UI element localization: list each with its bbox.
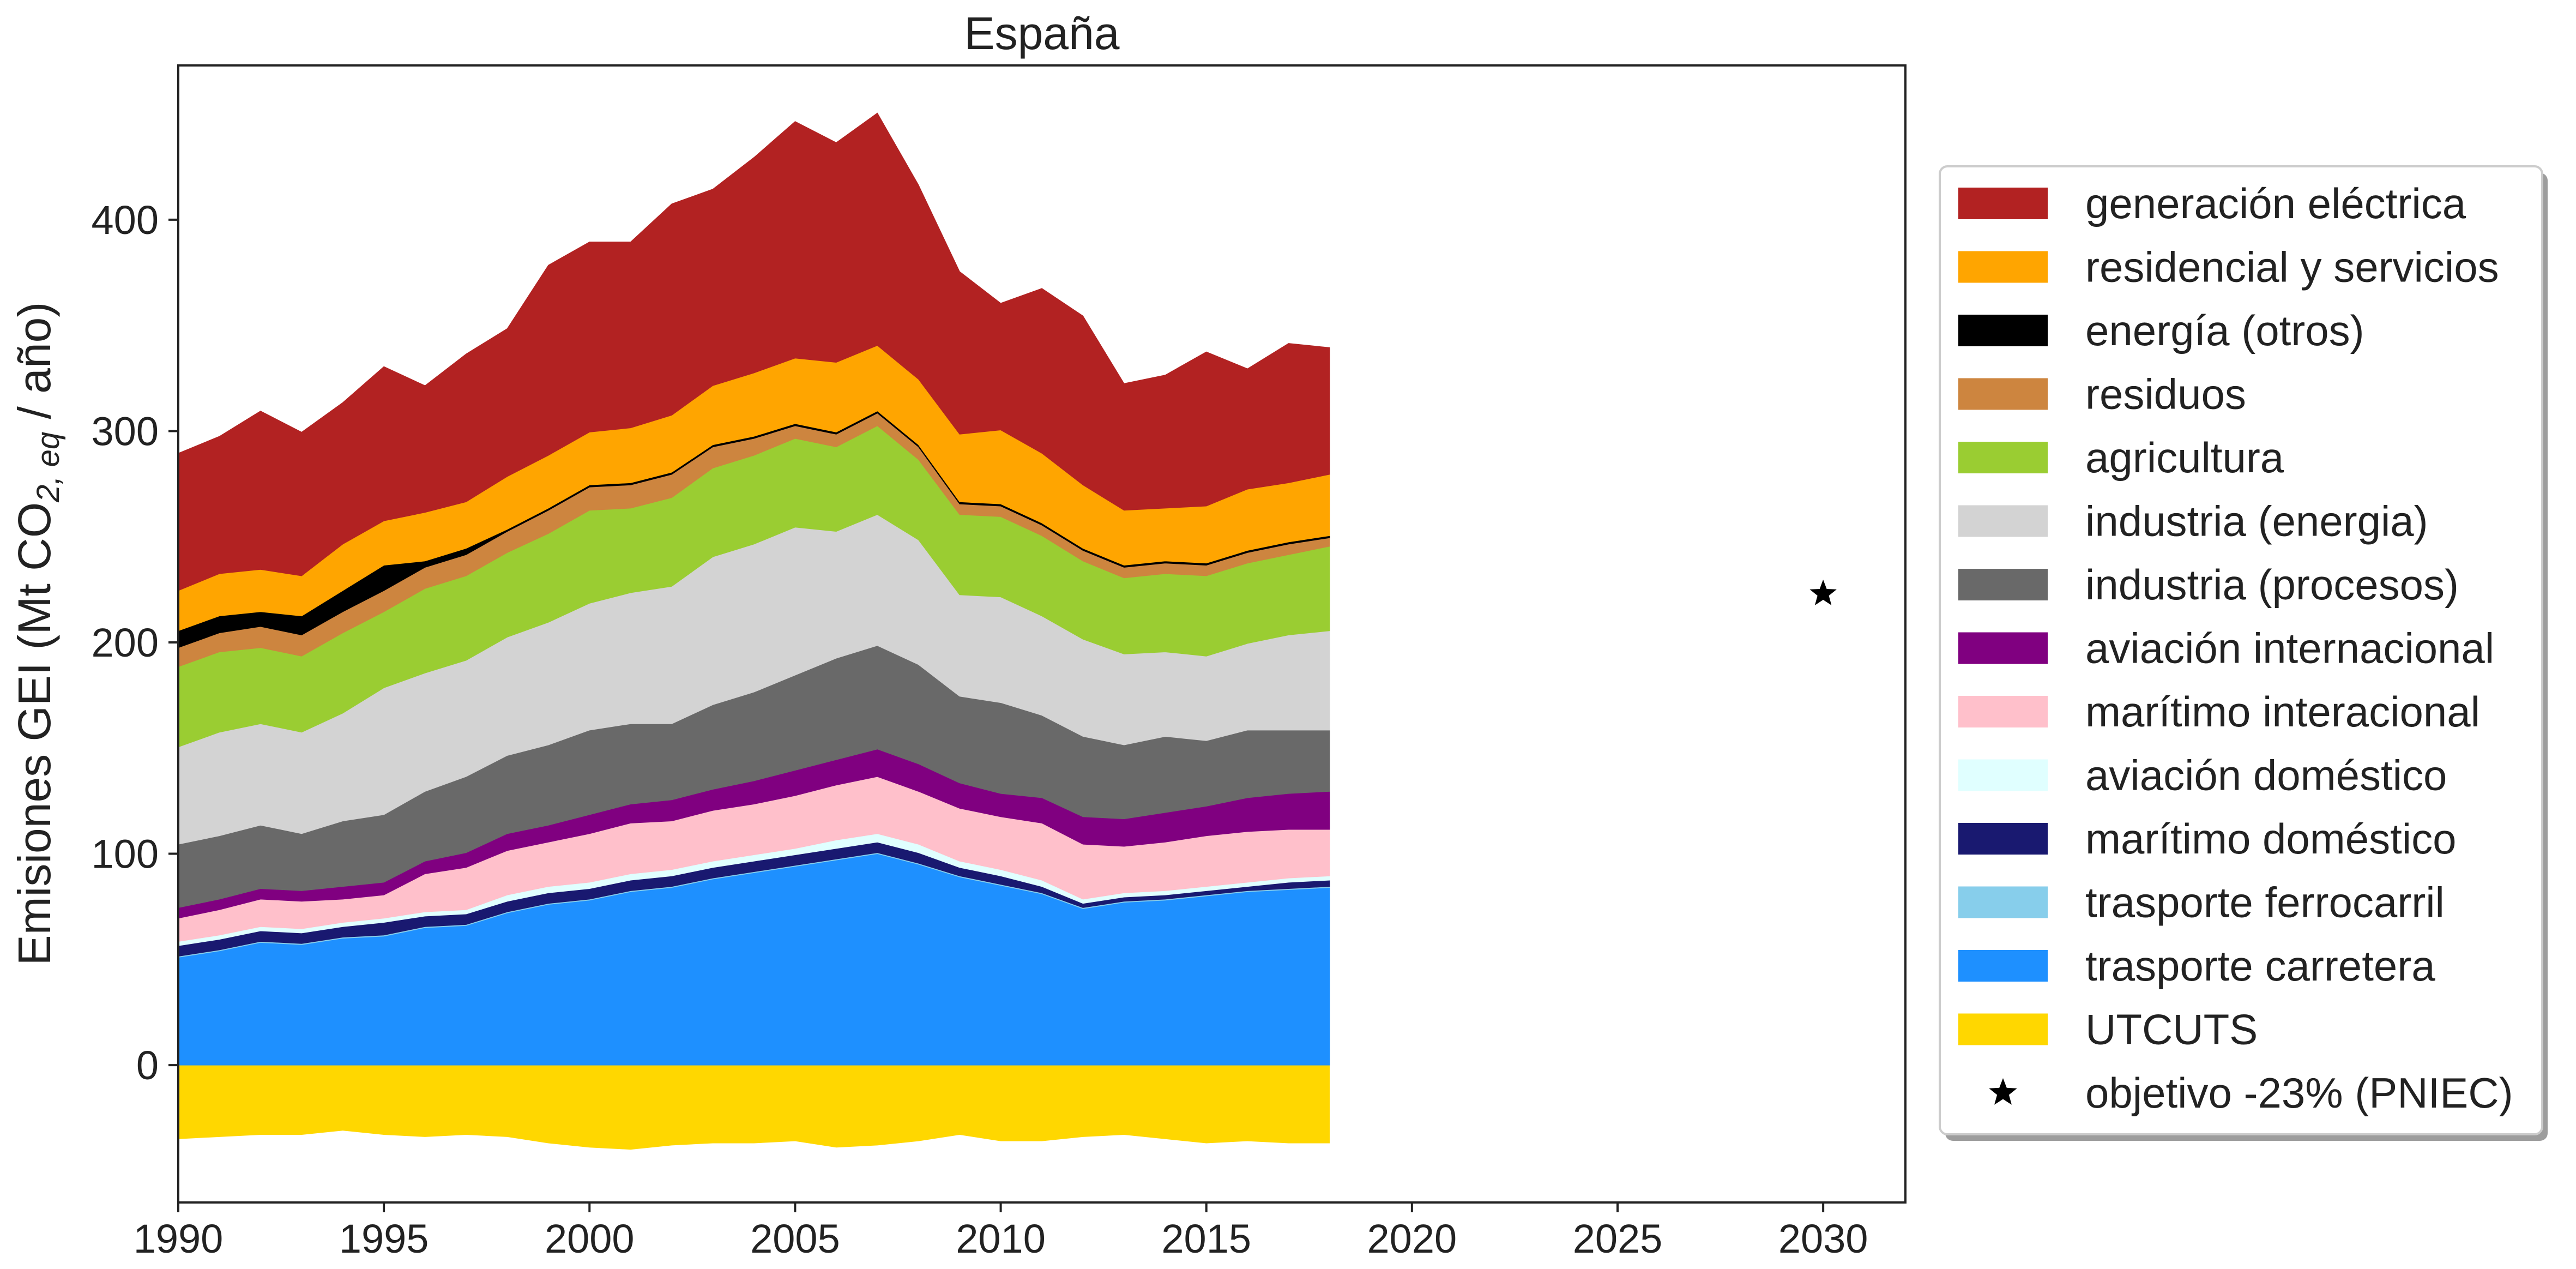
legend-swatch	[1958, 315, 2048, 346]
area-utcuts	[178, 1065, 1330, 1150]
legend-label: aviación internacional	[2085, 624, 2494, 672]
legend-label: energía (otros)	[2085, 306, 2364, 354]
legend-swatch	[1958, 886, 2048, 918]
legend-swatch	[1958, 505, 2048, 537]
legend-item-energia-otros: energía (otros)	[1958, 306, 2364, 354]
x-tick-label: 2020	[1367, 1216, 1457, 1261]
markers	[1809, 579, 1837, 605]
x-tick-label: 1990	[134, 1216, 224, 1261]
legend-swatch	[1958, 632, 2048, 664]
legend-label: trasporte carretera	[2085, 942, 2435, 990]
legend-label: industria (energia)	[2085, 497, 2428, 545]
y-axis: 0 100 200 300 400	[92, 197, 178, 1088]
legend-label: trasporte ferrocarril	[2085, 879, 2445, 927]
legend-swatch	[1958, 1013, 2048, 1045]
legend-swatch	[1958, 950, 2048, 982]
legend-item-trasporte-ferrocarril: trasporte ferrocarril	[1958, 879, 2445, 927]
star-icon	[1989, 1078, 2017, 1105]
legend-swatch	[1958, 378, 2048, 410]
legend-label: aviación doméstico	[2085, 751, 2447, 799]
legend-label: marítimo doméstico	[2085, 815, 2457, 863]
legend-label: marítimo interacional	[2085, 688, 2480, 736]
y-tick-label: 100	[92, 832, 159, 877]
y-tick-label: 300	[92, 408, 159, 454]
x-tick-label: 2005	[750, 1216, 840, 1261]
legend-label: industria (procesos)	[2085, 561, 2459, 609]
x-tick-label: 2010	[956, 1216, 1046, 1261]
legend-box	[1939, 165, 2543, 1135]
target-star-marker	[1809, 579, 1837, 605]
legend-item-residencial-y-servicios: residencial y servicios	[1958, 243, 2499, 291]
legend: generación eléctrica residencial y servic…	[1939, 165, 2548, 1141]
legend-item-generacion-electrica: generación eléctrica	[1958, 179, 2466, 227]
legend-swatch	[1958, 188, 2048, 219]
x-axis: 1990 1995 2000 2005 2010 2015 2020 2025 2030	[134, 1202, 1868, 1261]
legend-label: objetivo -23% (PNIEC)	[2085, 1069, 2513, 1117]
legend-item-aviacion-internacional: aviación internacional	[1958, 624, 2494, 672]
legend-item-aviacion-domestico: aviación doméstico	[1958, 751, 2447, 799]
x-tick-label: 2025	[1573, 1216, 1663, 1261]
legend-label: generación eléctrica	[2085, 179, 2466, 227]
legend-swatch	[1958, 823, 2048, 855]
x-tick-label: 2000	[545, 1216, 635, 1261]
plot-frame	[177, 64, 1907, 1204]
legend-label: residencial y servicios	[2085, 243, 2499, 291]
legend-label: residuos	[2085, 370, 2246, 418]
legend-item-industria-procesos: industria (procesos)	[1958, 561, 2459, 609]
legend-label: agricultura	[2085, 434, 2284, 482]
legend-label: UTCUTS	[2085, 1006, 2258, 1054]
area-generacion-electrica	[178, 112, 1330, 591]
legend-swatch	[1958, 569, 2048, 600]
legend-item-utcuts: UTCUTS	[1958, 1006, 2258, 1054]
legend-swatch	[1958, 251, 2048, 283]
legend-swatch	[1958, 759, 2048, 791]
legend-item-agricultura: agricultura	[1958, 434, 2284, 482]
y-axis-label: Emisiones GEI (Mt CO2, eq / año)	[9, 302, 66, 966]
legend-item-industria-energia: industria (energia)	[1958, 497, 2428, 545]
y-tick-label: 200	[92, 620, 159, 665]
y-tick-label: 400	[92, 197, 159, 243]
legend-item-maritimo-interacional: marítimo interacional	[1958, 688, 2480, 736]
legend-swatch	[1958, 696, 2048, 727]
area-layers	[178, 112, 1330, 1150]
y-tick-label: 0	[136, 1043, 159, 1088]
legend-swatch	[1958, 442, 2048, 473]
legend-item-trasporte-carretera: trasporte carretera	[1958, 942, 2435, 990]
chart-title: España	[964, 8, 1120, 59]
x-tick-label: 2015	[1161, 1216, 1251, 1261]
x-tick-label: 1995	[339, 1216, 429, 1261]
legend-item-residuos: residuos	[1958, 370, 2246, 418]
legend-item-maritimo-domestico: marítimo doméstico	[1958, 815, 2457, 863]
legend-item-objetivo-23-pniec: objetivo -23% (PNIEC)	[1989, 1069, 2513, 1117]
x-tick-label: 2030	[1778, 1216, 1868, 1261]
